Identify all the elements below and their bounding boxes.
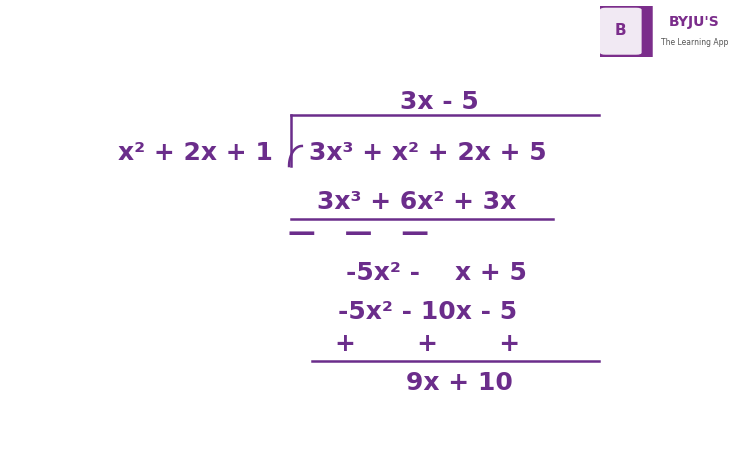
Text: B: B bbox=[615, 23, 627, 38]
Text: 9x + 10: 9x + 10 bbox=[406, 371, 513, 395]
Text: BYJU'S: BYJU'S bbox=[669, 15, 720, 29]
FancyBboxPatch shape bbox=[600, 8, 641, 55]
Text: 3x³ + x² + 2x + 5: 3x³ + x² + 2x + 5 bbox=[309, 141, 547, 165]
Text: x² + 2x + 1: x² + 2x + 1 bbox=[118, 141, 273, 165]
Text: 3x - 5: 3x - 5 bbox=[400, 90, 479, 114]
Text: —   —   —: — — — bbox=[288, 219, 429, 247]
Text: -5x² - 10x - 5: -5x² - 10x - 5 bbox=[338, 300, 518, 324]
Text: The Learning App: The Learning App bbox=[661, 38, 728, 47]
FancyBboxPatch shape bbox=[589, 1, 652, 61]
Text: -5x² -    x + 5: -5x² - x + 5 bbox=[346, 262, 527, 286]
Text: +       +       +: + + + bbox=[335, 333, 520, 357]
Text: 3x³ + 6x² + 3x: 3x³ + 6x² + 3x bbox=[316, 191, 516, 214]
